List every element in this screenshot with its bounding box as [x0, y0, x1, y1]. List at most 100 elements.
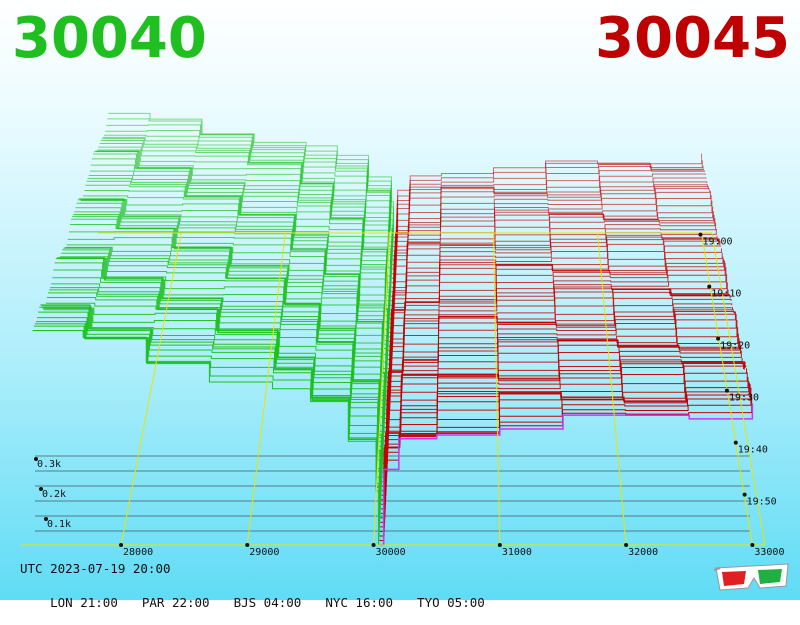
ask-depth-line [390, 218, 716, 315]
bid-depth-line [35, 321, 380, 532]
x-tick-marker [245, 543, 250, 547]
time-tick-marker [698, 232, 703, 237]
time-tick-marker [724, 388, 729, 393]
x-tick-label: 32000 [628, 547, 658, 558]
ask-depth-line [382, 361, 744, 487]
volume-tick-label: 0.2k [42, 489, 66, 500]
ask-depth-line [386, 288, 730, 401]
ask-depth-line [388, 252, 723, 361]
ask-depth-line [390, 214, 715, 311]
ask-depth-line [389, 238, 720, 338]
x-tick-label: 29000 [249, 547, 279, 558]
ask-depth-line [379, 403, 754, 546]
volume-tick-label: 0.3k [37, 459, 61, 470]
price-gridline [120, 232, 182, 546]
bid-depth-line [99, 143, 393, 270]
ask-depth-line [379, 387, 752, 537]
market-depth-chart: 28000 29000 30000 31000 32000 33000 19:00 19:10… [20, 112, 784, 558]
bid-depth-line [72, 215, 387, 383]
utc-timestamp: UTC 2023-07-19 20:00 [20, 561, 171, 576]
volume-tick-marker [39, 487, 43, 491]
x-tick-marker [371, 543, 376, 547]
ask-depth-line [383, 333, 739, 460]
ask-depth-line [392, 181, 708, 266]
ask-depth-line [391, 189, 711, 284]
bid-depth-line [32, 329, 380, 545]
time-tick-label: 19:40 [738, 445, 768, 456]
ask-depth-line [388, 238, 720, 343]
ask-depth-line [379, 394, 753, 541]
ask-depth-line [385, 307, 734, 424]
bid-depth-line [49, 289, 383, 478]
bid-depth-line [71, 218, 387, 387]
ask-depth-line [386, 282, 728, 392]
bid-depth-line [90, 164, 391, 306]
price-gridline [492, 232, 501, 546]
ask-depth-line [389, 234, 718, 329]
depth-chart-view: 28000 29000 30000 31000 32000 33000 19:00 19:10… [0, 0, 800, 610]
clock-tyo: TYO 05:00 [417, 595, 485, 610]
x-tick-label: 28000 [123, 547, 153, 558]
3d-glasses-icon[interactable] [712, 560, 792, 594]
ask-depth-line [391, 200, 713, 297]
x-tick-label: 33000 [754, 547, 784, 558]
time-tick-marker [716, 336, 721, 341]
ask-depth-line [392, 186, 709, 275]
time-tick-marker [742, 492, 747, 497]
price-gridline [597, 232, 627, 546]
x-tick-marker [624, 543, 629, 547]
bid-depth-line [41, 305, 381, 509]
ask-depth-line [388, 248, 722, 356]
ask-depth-line [387, 260, 725, 374]
ask-depth-line [382, 345, 742, 474]
bid-depth-line [40, 304, 381, 514]
x-tick-marker [497, 543, 502, 547]
ask-depth-line [386, 288, 729, 397]
x-tick-marker [750, 543, 755, 547]
time-tick-label: 19:00 [702, 237, 732, 248]
ask-depth-line [379, 384, 751, 532]
clock-par: PAR 22:00 [141, 595, 210, 610]
ask-depth-line [389, 236, 719, 333]
price-gridline [246, 232, 286, 546]
ask-depth-line [383, 314, 737, 447]
price-gridline [373, 232, 390, 546]
ask-depth-line [392, 184, 708, 270]
ask-price: 30045 [595, 6, 790, 71]
clock-bjs: BJS 04:00 [233, 595, 302, 610]
time-tick-label: 19:30 [729, 393, 759, 404]
ask-depth-line [390, 206, 714, 302]
ask-depth-line [387, 262, 726, 379]
ask-depth-line [381, 361, 745, 496]
volume-tick-label: 0.1k [47, 519, 71, 530]
ask-depth-line [393, 165, 705, 248]
time-tick-marker [707, 284, 712, 289]
bid-depth-line [52, 277, 384, 464]
bid-depth-line [37, 317, 380, 527]
ask-depth-line [390, 211, 714, 306]
ask-depth-line [382, 341, 741, 469]
time-tick-marker [733, 440, 738, 445]
ask-depth-line [386, 267, 727, 383]
ask-depth-line [391, 195, 712, 293]
time-tick-label: 19:20 [720, 341, 750, 352]
ask-depth-line [380, 372, 748, 514]
bid-depth-line [106, 124, 394, 243]
ask-depth-line [393, 160, 703, 239]
x-tick-label: 30000 [376, 547, 406, 558]
ask-depth-line [383, 319, 738, 451]
timezone-clocks: LON 21:00 PAR 22:00 BJS 04:00 NYC 16:00 TYO … [20, 580, 509, 625]
volume-tick-marker [34, 457, 38, 461]
ask-depth-line [381, 362, 745, 492]
ask-depth-line [384, 311, 736, 437]
ask-depth-line [384, 311, 736, 442]
time-tick-label: 19:10 [711, 289, 741, 300]
clock-nyc: NYC 16:00 [325, 595, 394, 610]
x-tick-marker [119, 543, 124, 547]
x-tick-label: 31000 [502, 547, 532, 558]
ask-depth-line [380, 382, 750, 528]
ask-depth-line [391, 191, 711, 288]
ask-depth-line [380, 377, 749, 519]
bid-price: 30040 [12, 6, 207, 71]
time-tick-label: 19:50 [747, 497, 777, 508]
